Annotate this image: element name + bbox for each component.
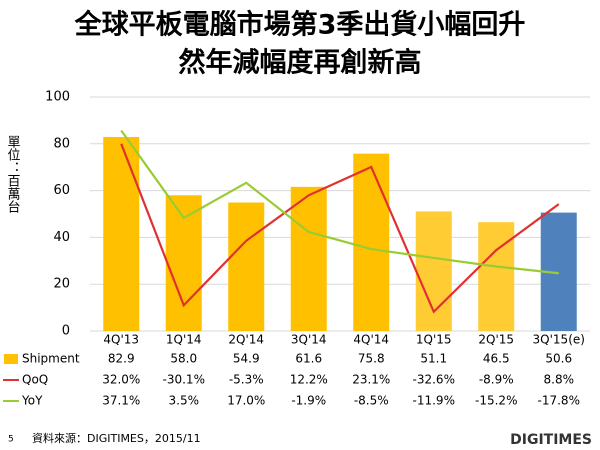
chart-title: 全球平板電腦市場第3季出貨小幅回升 — [74, 9, 526, 41]
table-cell: 8.8% — [544, 373, 575, 387]
table-cell: 46.5 — [483, 352, 510, 366]
table-cell: -32.6% — [413, 373, 455, 387]
x-tick-label: 4Q'13 — [103, 333, 139, 347]
table-cell: -15.2% — [475, 394, 517, 408]
table-cell: 82.9 — [108, 352, 135, 366]
logo: DIGITIMES — [510, 432, 592, 448]
x-tick-label: 1Q'15 — [416, 333, 452, 347]
table-cell: 37.1% — [102, 394, 140, 408]
legend-label: Shipment — [22, 352, 80, 366]
chart-title: 然年減幅度再創新高 — [179, 47, 422, 79]
legend-label: QoQ — [22, 373, 48, 387]
y-axis-label: 單位：百萬台 — [5, 135, 21, 213]
y-tick-label: 0 — [62, 324, 70, 339]
table-cell: -30.1% — [163, 373, 205, 387]
table-cell: -8.5% — [354, 394, 389, 408]
table-cell: 3.5% — [169, 394, 200, 408]
table-cell: -8.9% — [479, 373, 514, 387]
bar — [290, 186, 327, 331]
x-tick-label: 2Q'15 — [478, 333, 514, 347]
x-tick-label: 2Q'14 — [228, 333, 264, 347]
bar — [478, 222, 515, 331]
table-cell: 17.0% — [227, 394, 265, 408]
y-tick-label: 60 — [53, 183, 70, 198]
bar — [228, 202, 265, 331]
page-number: 5 — [8, 435, 14, 445]
y-tick-label: 100 — [45, 90, 70, 105]
table-cell: -17.8% — [538, 394, 580, 408]
table-cell: 50.6 — [545, 352, 572, 366]
x-tick-label: 4Q'14 — [353, 333, 389, 347]
table-cell: -1.9% — [291, 394, 326, 408]
x-tick-label: 1Q'14 — [166, 333, 202, 347]
legend-key — [4, 354, 18, 364]
table-cell: 23.1% — [352, 373, 390, 387]
table-cell: 75.8 — [358, 352, 385, 366]
x-tick-label: 3Q'15(e) — [533, 333, 585, 347]
line — [120, 129, 559, 275]
table-cell: -5.3% — [229, 373, 264, 387]
table-cell: 32.0% — [102, 373, 140, 387]
table-cell: 58.0 — [170, 352, 197, 366]
y-tick-label: 40 — [53, 230, 70, 245]
table-cell: 12.2% — [290, 373, 328, 387]
table-cell: 51.1 — [420, 352, 447, 366]
table-cell: 61.6 — [295, 352, 322, 366]
bar — [165, 195, 202, 331]
legend-label: YoY — [21, 394, 43, 408]
bar — [353, 153, 390, 331]
table-cell: 54.9 — [233, 352, 260, 366]
line — [120, 143, 560, 314]
bar — [103, 137, 140, 331]
y-tick-label: 20 — [53, 277, 70, 292]
x-tick-label: 3Q'14 — [291, 333, 327, 347]
y-tick-label: 80 — [53, 136, 70, 151]
source-note: 資料來源：DIGITIMES，2015/11 — [32, 431, 201, 445]
table-cell: -11.9% — [413, 394, 455, 408]
